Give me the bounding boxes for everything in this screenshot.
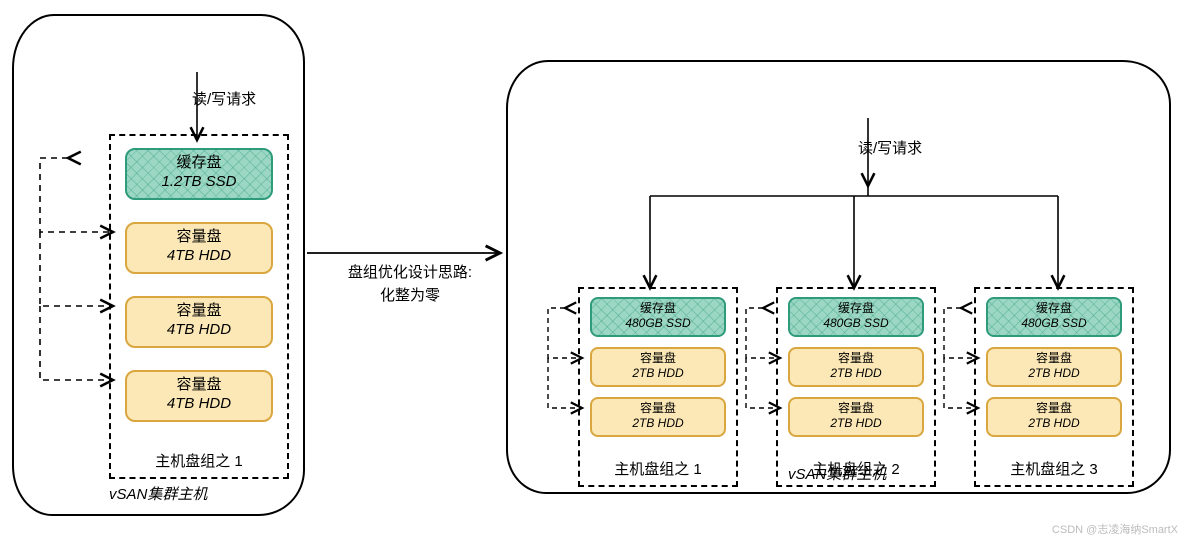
capacity-disk: 容量盘 4TB HDD <box>125 370 273 422</box>
capacity-disk: 容量盘 2TB HDD <box>788 397 924 437</box>
disk-group-label: 主机盘组之 3 <box>976 458 1132 479</box>
right-disk-group-2: 缓存盘 480GB SSD 容量盘 2TB HDD 容量盘 2TB HDD 主机… <box>776 287 936 487</box>
disk-spec: 2TB HDD <box>990 416 1118 431</box>
host-label-right: vSAN集群主机 <box>788 463 886 484</box>
disk-spec: 2TB HDD <box>990 366 1118 381</box>
host-label-left: vSAN集群主机 <box>109 483 207 504</box>
disk-spec: 480GB SSD <box>792 316 920 331</box>
disk-spec: 2TB HDD <box>792 416 920 431</box>
capacity-disk: 容量盘 2TB HDD <box>986 397 1122 437</box>
right-host: 读/写请求 缓存盘 480GB SSD 容量盘 2TB HDD 容量盘 2TB … <box>506 60 1171 494</box>
disk-title: 缓存盘 <box>594 301 722 316</box>
disk-title: 容量盘 <box>792 401 920 416</box>
cache-disk: 缓存盘 480GB SSD <box>590 297 726 337</box>
diagram-stage: 读/写请求 缓存盘 1.2TB SSD 容量盘 4TB HDD 容量盘 4TB … <box>0 0 1184 541</box>
disk-spec: 4TB HDD <box>131 247 267 266</box>
readwrite-label-right: 读/写请求 <box>858 137 922 158</box>
optimization-label-line1: 盘组优化设计思路: <box>330 262 490 285</box>
disk-spec: 4TB HDD <box>131 321 267 340</box>
disk-title: 容量盘 <box>990 401 1118 416</box>
capacity-disk: 容量盘 4TB HDD <box>125 296 273 348</box>
disk-title: 缓存盘 <box>792 301 920 316</box>
disk-spec: 4TB HDD <box>131 395 267 414</box>
capacity-disk: 容量盘 2TB HDD <box>590 397 726 437</box>
disk-group-label: 主机盘组之 1 <box>111 450 287 471</box>
right-disk-group-1: 缓存盘 480GB SSD 容量盘 2TB HDD 容量盘 2TB HDD 主机… <box>578 287 738 487</box>
cache-disk: 缓存盘 480GB SSD <box>986 297 1122 337</box>
disk-title: 容量盘 <box>594 351 722 366</box>
left-host: 读/写请求 缓存盘 1.2TB SSD 容量盘 4TB HDD 容量盘 4TB … <box>12 14 305 516</box>
disk-title: 容量盘 <box>131 228 267 247</box>
left-disk-group: 缓存盘 1.2TB SSD 容量盘 4TB HDD 容量盘 4TB HDD 容量… <box>109 134 289 479</box>
disk-spec: 2TB HDD <box>594 366 722 381</box>
watermark: CSDN @志凌海纳SmartX <box>1052 521 1178 537</box>
disk-title: 容量盘 <box>131 302 267 321</box>
disk-title: 缓存盘 <box>131 154 267 173</box>
disk-spec: 480GB SSD <box>990 316 1118 331</box>
disk-title: 容量盘 <box>131 376 267 395</box>
disk-title: 缓存盘 <box>990 301 1118 316</box>
disk-title: 容量盘 <box>792 351 920 366</box>
capacity-disk: 容量盘 2TB HDD <box>590 347 726 387</box>
disk-spec: 2TB HDD <box>594 416 722 431</box>
disk-spec: 480GB SSD <box>594 316 722 331</box>
disk-title: 容量盘 <box>990 351 1118 366</box>
capacity-disk: 容量盘 2TB HDD <box>788 347 924 387</box>
readwrite-label-left: 读/写请求 <box>192 88 256 109</box>
disk-group-label: 主机盘组之 1 <box>580 458 736 479</box>
disk-title: 容量盘 <box>594 401 722 416</box>
cache-disk: 缓存盘 1.2TB SSD <box>125 148 273 200</box>
optimization-label: 盘组优化设计思路: 化整为零 <box>330 262 490 307</box>
cache-disk: 缓存盘 480GB SSD <box>788 297 924 337</box>
right-disk-group-3: 缓存盘 480GB SSD 容量盘 2TB HDD 容量盘 2TB HDD 主机… <box>974 287 1134 487</box>
disk-spec: 2TB HDD <box>792 366 920 381</box>
capacity-disk: 容量盘 4TB HDD <box>125 222 273 274</box>
capacity-disk: 容量盘 2TB HDD <box>986 347 1122 387</box>
disk-spec: 1.2TB SSD <box>131 173 267 192</box>
optimization-label-line2: 化整为零 <box>330 285 490 308</box>
